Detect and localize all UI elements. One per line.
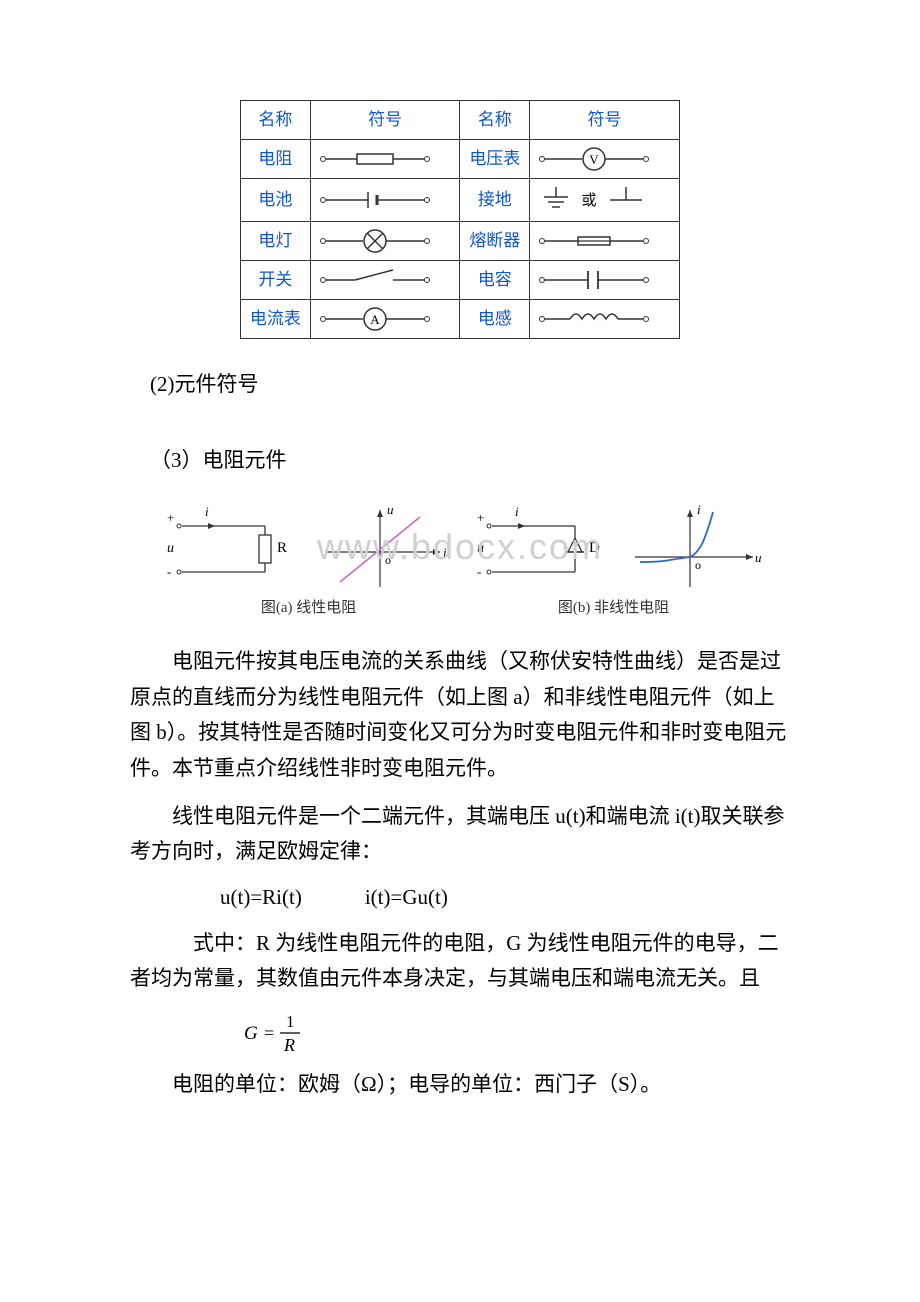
voltmeter-symbol: V [530, 139, 680, 178]
table-row: 电灯 熔断器 [241, 221, 680, 260]
row4-name1: 开关 [241, 260, 311, 299]
svg-text:i: i [697, 502, 701, 517]
svg-text:i: i [205, 504, 209, 519]
svg-text:i: i [443, 545, 447, 560]
resistor-symbol [310, 139, 460, 178]
svg-text:V: V [589, 152, 599, 167]
svg-text:G: G [244, 1023, 258, 1044]
row1-name1: 电阻 [241, 139, 311, 178]
battery-symbol [310, 178, 460, 221]
inductor-symbol [530, 299, 680, 338]
svg-text:D: D [589, 540, 600, 556]
svg-text:i: i [515, 504, 519, 519]
table-header-row: 名称 符号 名称 符号 [241, 101, 680, 140]
row2-name2: 接地 [460, 178, 530, 221]
resistor-diagrams: www.bdocx.com + i R - u u i o + i [130, 502, 790, 592]
row1-name2: 电压表 [460, 139, 530, 178]
row3-name1: 电灯 [241, 221, 311, 260]
row3-name2: 熔断器 [460, 221, 530, 260]
table-row: 开关 电容 [241, 260, 680, 299]
formula-1: u(t)=Ri(t) i(t)=Gu(t) [220, 882, 790, 914]
section-3-heading: （3）电阻元件 [150, 445, 790, 477]
svg-text:-: - [477, 564, 481, 579]
svg-text:u: u [387, 502, 394, 517]
header-symbol-1: 符号 [310, 101, 460, 140]
header-symbol-2: 符号 [530, 101, 680, 140]
svg-text:u: u [755, 550, 762, 565]
formula-2: G = 1 R [240, 1009, 790, 1055]
para-1: 电阻元件按其电压电流的关系曲线（又称伏安特性曲线）是否是过原点的直线而分为线性电… [130, 644, 790, 787]
row5-name1: 电流表 [241, 299, 311, 338]
switch-symbol [310, 260, 460, 299]
label-a: 图(a) 线性电阻 [261, 597, 356, 620]
section-2-heading: (2)元件符号 [150, 369, 790, 401]
svg-text:+: + [167, 510, 174, 525]
svg-text:R: R [277, 540, 287, 556]
ammeter-symbol: A [310, 299, 460, 338]
row4-name2: 电容 [460, 260, 530, 299]
svg-text:=: = [264, 1023, 274, 1043]
svg-text:R: R [283, 1035, 295, 1055]
ground-symbol: 或 [530, 178, 680, 221]
svg-text:A: A [370, 312, 380, 327]
diagram-labels: 图(a) 线性电阻 图(b) 非线性电阻 [130, 597, 790, 620]
capacitor-symbol [530, 260, 680, 299]
svg-text:u: u [477, 541, 484, 556]
svg-text:o: o [695, 558, 701, 572]
svg-text:+: + [477, 510, 484, 525]
row5-name2: 电感 [460, 299, 530, 338]
header-name-1: 名称 [241, 101, 311, 140]
linear-iv-curve: u i o [315, 502, 455, 592]
para-4: 电阻的单位：欧姆（Ω）；电导的单位：西门子（S）。 [130, 1067, 790, 1103]
linear-circuit: + i R - u [155, 502, 305, 592]
table-row: 电流表 A 电感 [241, 299, 680, 338]
svg-text:1: 1 [286, 1012, 295, 1031]
fuse-symbol [530, 221, 680, 260]
svg-text:u: u [167, 541, 174, 556]
para-2: 线性电阻元件是一个二端元件，其端电压 u(t)和端电流 i(t)取关联参考方向时… [130, 799, 790, 870]
symbol-table: 名称 符号 名称 符号 电阻 电压表 V [240, 100, 680, 339]
para-3: 式中：R 为线性电阻元件的电阻，G 为线性电阻元件的电导，二者均为常量，其数值由… [130, 926, 790, 997]
nonlinear-circuit: + i D - u [465, 502, 615, 592]
header-name-2: 名称 [460, 101, 530, 140]
nonlinear-iv-curve: i u o [625, 502, 765, 592]
svg-text:o: o [385, 553, 391, 567]
svg-text:-: - [167, 564, 171, 579]
table-row: 电阻 电压表 V [241, 139, 680, 178]
row2-name1: 电池 [241, 178, 311, 221]
label-b: 图(b) 非线性电阻 [558, 597, 669, 620]
ground-or-text: 或 [582, 192, 597, 209]
lamp-symbol [310, 221, 460, 260]
table-row: 电池 接地 或 [241, 178, 680, 221]
